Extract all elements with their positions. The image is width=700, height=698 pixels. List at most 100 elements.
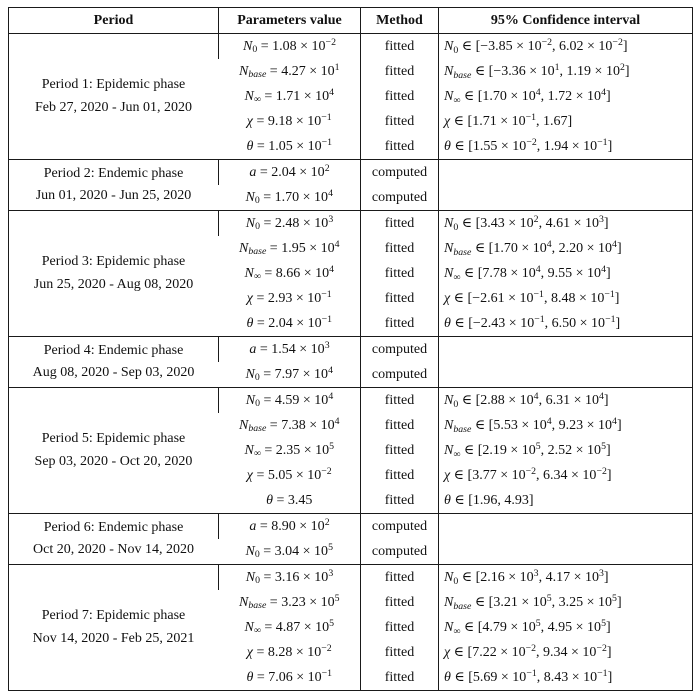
table-row: θ = 7.06 × 10−1 fitted θ ∈ [5.69 × 10−1, 8… [9, 665, 693, 691]
table-row: Period 1: Epidemic phase Feb 27, 2020 - J… [8, 33, 693, 160]
method-cell: computed [360, 159, 439, 185]
period-label: Period 5: Epidemic phase [41, 431, 186, 447]
method-cell: fitted [360, 134, 439, 160]
period-cell: Period 7: Epidemic phase Nov 14, 2020 - F… [8, 564, 219, 691]
parameter-value-cell: N0 = 1.70 × 104 [245, 187, 333, 207]
table-row: Period 3: Epidemic phase Jun 25, 2020 - A… [8, 210, 693, 337]
parameter-value-cell: N∞ = 1.71 × 104 [244, 86, 335, 106]
parameter-value-cell: N0 = 3.04 × 105 [245, 541, 333, 561]
parameter-value-cell: Nbase = 3.23 × 105 [238, 592, 340, 612]
period-cell: Period 1: Epidemic phase Feb 27, 2020 - J… [8, 33, 219, 160]
table-row: N∞ = 1.71 × 104 fitted N∞ ∈ [1.70 × 104, 1… [9, 84, 693, 109]
header-row: Period Parameters value Method 95% Confi… [8, 7, 693, 34]
parameter-value-cell: θ = 2.04 × 10−1 [246, 313, 333, 331]
period-dates: Nov 14, 2020 - Feb 25, 2021 [32, 630, 195, 646]
confidence-interval-cell: χ ∈ [3.77 × 10−2, 6.34 × 10−2] [438, 463, 693, 488]
period-dates: Sep 03, 2020 - Oct 20, 2020 [34, 453, 193, 469]
period-label: Period 4: Endemic phase [43, 342, 184, 358]
method-cell: fitted [360, 59, 439, 84]
method-cell: fitted [360, 640, 439, 665]
confidence-interval-cell: Nbase ∈ [−3.36 × 101, 1.19 × 102] [438, 59, 693, 84]
parameter-value-cell: θ = 3.45 [266, 492, 313, 508]
table-row: N∞ = 4.87 × 105 fitted N∞ ∈ [4.79 × 105, 4… [9, 615, 693, 640]
period-cell: Period 6: Endemic phase Oct 20, 2020 - No… [8, 513, 219, 565]
confidence-interval-cell: Nbase ∈ [1.70 × 104, 2.20 × 104] [438, 236, 693, 261]
table-row: Period 7: Epidemic phase Nov 14, 2020 - F… [8, 564, 693, 691]
method-cell: fitted [360, 564, 439, 590]
confidence-interval-cell [438, 336, 693, 362]
method-cell: fitted [360, 615, 439, 640]
table-row: χ = 5.05 × 10−2 fitted χ ∈ [3.77 × 10−2, 6… [9, 463, 693, 488]
confidence-interval-cell: N0 ∈ [2.16 × 103, 4.17 × 103] [438, 564, 693, 590]
table-row: Period 5: Epidemic phase Sep 03, 2020 - O… [8, 387, 693, 514]
parameter-value-cell: a = 8.90 × 102 [218, 513, 361, 539]
table-row: χ = 8.28 × 10−2 fitted χ ∈ [7.22 × 10−2, 9… [9, 640, 693, 665]
confidence-interval-cell: N∞ ∈ [7.78 × 104, 9.55 × 104] [438, 261, 693, 286]
confidence-interval-cell [438, 159, 693, 185]
table-row: Nbase = 7.38 × 104 fitted Nbase ∈ [5.53 × … [9, 413, 693, 438]
table-row: Period 2: Endemic phase Jun 01, 2020 - Ju… [8, 159, 693, 211]
parameter-value-cell: θ = 7.06 × 10−1 [246, 667, 333, 685]
method-cell: fitted [360, 387, 439, 413]
table-row: N0 = 1.70 × 104 computed [9, 185, 693, 211]
column-header-parameters-value: Parameters value [218, 7, 361, 34]
parameter-value-cell: N0 = 3.16 × 103 [218, 564, 361, 590]
table-row: χ = 9.18 × 10−1 fitted χ ∈ [1.71 × 10−1, 1… [9, 109, 693, 134]
table-row: N0 = 3.04 × 105 computed [9, 539, 693, 565]
method-cell: fitted [360, 33, 439, 59]
table-row: Nbase = 3.23 × 105 fitted Nbase ∈ [3.21 × … [9, 590, 693, 615]
parameter-value-cell: a = 1.54 × 103 [218, 336, 361, 362]
confidence-interval-cell [438, 513, 693, 539]
period-dates: Oct 20, 2020 - Nov 14, 2020 [33, 542, 194, 557]
parameter-value-cell: Nbase = 4.27 × 101 [238, 61, 340, 81]
period-label: Period 2: Endemic phase [43, 165, 184, 181]
method-cell: computed [360, 539, 439, 565]
table-body: Period 1: Epidemic phase Feb 27, 2020 - J… [8, 33, 693, 691]
method-cell: fitted [360, 488, 439, 514]
parameter-value-cell: N∞ = 8.66 × 104 [244, 263, 335, 283]
confidence-interval-cell: N0 ∈ [2.88 × 104, 6.31 × 104] [438, 387, 693, 413]
parameter-value-cell: χ = 9.18 × 10−1 [246, 111, 332, 129]
confidence-interval-cell: N0 ∈ [3.43 × 102, 4.61 × 103] [438, 210, 693, 236]
parameter-value-cell: N0 = 4.59 × 104 [218, 387, 361, 413]
table-row: Nbase = 1.95 × 104 fitted Nbase ∈ [1.70 × … [9, 236, 693, 261]
method-cell: computed [360, 336, 439, 362]
confidence-interval-cell: θ ∈ [5.69 × 10−1, 8.43 × 10−1] [438, 665, 693, 691]
parameter-value-cell: N0 = 1.08 × 10−2 [218, 33, 361, 59]
method-cell: fitted [360, 590, 439, 615]
table-header: Period Parameters value Method 95% Confi… [8, 7, 693, 34]
confidence-interval-cell [438, 539, 693, 565]
parameter-value-cell: a = 2.04 × 102 [218, 159, 361, 185]
table-row: N0 = 7.97 × 104 computed [9, 362, 693, 388]
confidence-interval-cell: θ ∈ [1.96, 4.93] [438, 488, 693, 514]
method-cell: fitted [360, 261, 439, 286]
table-row: θ = 2.04 × 10−1 fitted θ ∈ [−2.43 × 10−1, … [9, 311, 693, 337]
confidence-interval-cell: θ ∈ [−2.43 × 10−1, 6.50 × 10−1] [438, 311, 693, 337]
period-label: Period 6: Endemic phase [43, 519, 184, 535]
confidence-interval-cell: θ ∈ [1.55 × 10−2, 1.94 × 10−1] [438, 134, 693, 160]
confidence-interval-cell: N∞ ∈ [1.70 × 104, 1.72 × 104] [438, 84, 693, 109]
method-cell: fitted [360, 311, 439, 337]
method-cell: fitted [360, 438, 439, 463]
column-header-method: Method [360, 7, 439, 34]
parameter-value-cell: N0 = 7.97 × 104 [245, 364, 333, 384]
confidence-interval-cell: χ ∈ [−2.61 × 10−1, 8.48 × 10−1] [438, 286, 693, 311]
column-header-confidence-interval: 95% Confidence interval [438, 7, 693, 34]
table-row: N∞ = 8.66 × 104 fitted N∞ ∈ [7.78 × 104, 9… [9, 261, 693, 286]
confidence-interval-cell [438, 362, 693, 388]
parameter-value-cell: N0 = 2.48 × 103 [218, 210, 361, 236]
method-cell: fitted [360, 84, 439, 109]
period-label: Period 3: Epidemic phase [41, 254, 186, 270]
method-cell: fitted [360, 109, 439, 134]
parameter-value-cell: χ = 8.28 × 10−2 [246, 642, 332, 660]
parameters-table: Period Parameters value Method 95% Confi… [8, 7, 693, 691]
period-label: Period 7: Epidemic phase [41, 608, 186, 624]
table-row: χ = 2.93 × 10−1 fitted χ ∈ [−2.61 × 10−1, … [9, 286, 693, 311]
method-cell: fitted [360, 463, 439, 488]
method-cell: computed [360, 513, 439, 539]
parameter-value-cell: N∞ = 2.35 × 105 [244, 440, 335, 460]
table-row: θ = 3.45 fitted θ ∈ [1.96, 4.93] [9, 488, 693, 514]
confidence-interval-cell: Nbase ∈ [5.53 × 104, 9.23 × 104] [438, 413, 693, 438]
table-row: Nbase = 4.27 × 101 fitted Nbase ∈ [−3.36 ×… [9, 59, 693, 84]
